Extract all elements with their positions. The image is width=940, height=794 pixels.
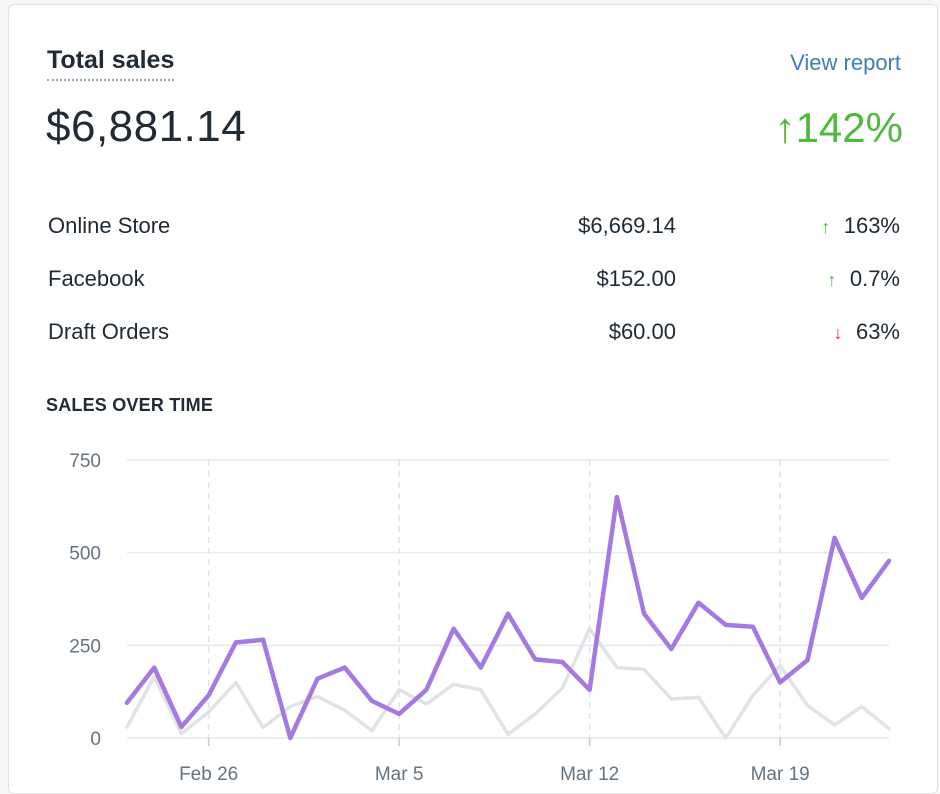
y-tick-label: 250 <box>69 636 101 657</box>
card-title[interactable]: Total sales <box>47 45 175 81</box>
total-sales-change: ↑142% <box>775 102 903 154</box>
channel-change: ↓ 63% <box>828 311 900 354</box>
total-sales-card: Total sales View report $6,881.14 ↑142% … <box>8 4 938 794</box>
channel-label: Draft Orders <box>48 319 170 344</box>
x-tick-label: Feb 26 <box>179 764 238 785</box>
x-tick-label: Mar 19 <box>751 764 810 785</box>
view-report-link[interactable]: View report <box>790 50 901 75</box>
channel-amount: $152.00 <box>596 266 676 291</box>
arrow-up-icon: ↑ <box>821 217 831 237</box>
breakdown-row-online-store: Online Store $6,669.14 ↑ 163% <box>48 205 900 258</box>
y-tick-label: 750 <box>69 451 101 472</box>
sales-breakdown: Online Store $6,669.14 ↑ 163% Facebook $1… <box>48 205 900 364</box>
x-tick-label: Mar 12 <box>560 764 619 785</box>
y-tick-label: 500 <box>69 544 101 565</box>
total-sales-value: $6,881.14 <box>46 102 247 151</box>
channel-change-value: 63% <box>855 319 900 344</box>
channel-change: ↑ 163% <box>816 205 900 248</box>
arrow-up-icon: ↑ <box>827 270 837 290</box>
channel-amount: $6,669.14 <box>578 213 676 238</box>
channel-change: ↑ 0.7% <box>822 258 900 301</box>
current-period-line <box>124 494 892 741</box>
y-tick-label: 0 <box>90 729 101 750</box>
breakdown-row-facebook: Facebook $152.00 ↑ 0.7% <box>48 258 900 311</box>
channel-amount: $60.00 <box>608 319 676 344</box>
arrow-up-icon: ↑ <box>774 104 796 151</box>
channel-label: Facebook <box>48 266 145 291</box>
breakdown-row-draft-orders: Draft Orders $60.00 ↓ 63% <box>48 311 900 364</box>
arrow-down-icon: ↓ <box>833 323 843 343</box>
channel-change-value: 163% <box>843 213 900 238</box>
channel-change-value: 0.7% <box>849 266 900 291</box>
channel-label: Online Store <box>48 213 171 238</box>
sales-over-time-chart: 0 250 500 750 Feb 26 Mar 5 Mar 12 Mar 19 <box>69 451 892 785</box>
x-tick-label: Mar 5 <box>375 764 424 785</box>
previous-period-line <box>125 626 891 740</box>
section-heading: SALES OVER TIME <box>46 395 214 415</box>
total-change-value: 142% <box>795 104 903 151</box>
